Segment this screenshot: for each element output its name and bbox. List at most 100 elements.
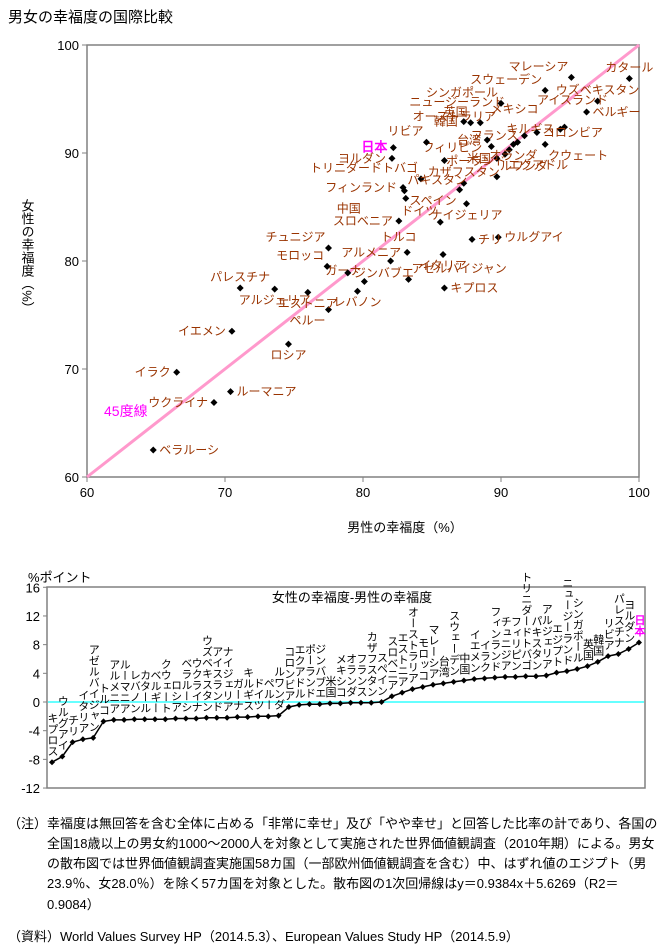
diff-point-label: アイスランド: [211, 646, 223, 712]
diff-point-label: キプロス: [46, 712, 58, 756]
note-row: （注） 幸福度は無回答を含む全体に占める「非常に幸せ」及び「やや幸せ」と回答した…: [8, 814, 664, 915]
source-line: （資料）World Values Survey HP（2014.5.3）、Eur…: [8, 928, 519, 944]
diff-point: [172, 715, 179, 722]
diff-point-label: ルワンダ: [273, 666, 286, 710]
scatter-point-label: ルーマニア: [237, 385, 297, 399]
scatter-point-label: スウェーデン: [470, 71, 542, 86]
diff-point-label: ルーマニア: [118, 659, 131, 714]
page-title: 男女の幸福度の国際比較: [8, 9, 174, 26]
scatter-point-label: パキスタン: [407, 173, 467, 187]
diff-point-label: マレーシア: [427, 624, 439, 679]
y-tick-label: -4: [28, 724, 40, 739]
scatter-point: [436, 218, 444, 226]
scatter-point: [583, 108, 591, 116]
diff-point: [574, 666, 581, 673]
diff-point: [224, 714, 231, 721]
y-tick-label: -8: [28, 752, 40, 767]
diff-point: [347, 699, 354, 706]
diff-point-label: ベラルーシ: [180, 657, 193, 712]
diff-point-label: ポーランド: [303, 643, 316, 698]
diff-point: [460, 677, 467, 684]
diff-point: [440, 680, 447, 687]
diff-point: [399, 689, 406, 696]
diff-point-label: エクアドル: [293, 644, 306, 699]
diff-point-label: スペイン: [376, 652, 389, 696]
diff-point: [553, 669, 560, 676]
diff-point: [543, 672, 550, 679]
scatter-point: [440, 157, 448, 165]
diff-point-label: 中国: [458, 652, 471, 675]
diff-point: [131, 716, 138, 723]
diff-point-label: イタリア: [77, 689, 89, 733]
y-tick-label: 16: [26, 580, 40, 595]
scatter-point-label: イタリア: [419, 259, 467, 273]
scatter-point-label: カタール: [605, 60, 653, 74]
diff-point-label: キルギス: [242, 667, 255, 711]
diff-chart-title: 女性の幸福度-男性の幸福度: [272, 590, 432, 605]
scatter-point-label: チュニジア: [265, 230, 325, 244]
diff-point: [182, 715, 189, 722]
diff-point: [337, 700, 344, 707]
scatter-point-label: 韓国: [434, 115, 458, 129]
diff-point-label: ベルギー: [149, 669, 162, 713]
scatter-point-label: ペルー: [289, 314, 325, 328]
diff-point: [368, 699, 375, 706]
scatter-point: [304, 288, 312, 296]
diff-point-label: 米国: [324, 675, 337, 698]
diff-point: [265, 713, 272, 720]
diff-point-label: イラク: [479, 639, 491, 672]
scatter-point: [389, 144, 397, 152]
diff-point-label: トリニダードトバゴ: [520, 571, 533, 670]
y-tick-label: 0: [33, 695, 40, 710]
scatter-point-label: ベルギー: [593, 105, 641, 119]
scatter-point-label: オランダ: [489, 147, 537, 162]
scatter-point: [483, 136, 491, 144]
scatter-point-label: エストニア: [278, 296, 338, 310]
diff-point: [162, 716, 169, 723]
scatter-point-label: ウクライナ: [148, 395, 208, 409]
scatter-point: [467, 119, 475, 127]
scatter-point-label: 台湾: [457, 132, 481, 147]
diff-point-label: メキシコ: [334, 653, 346, 697]
diff-point-label: ペルー: [262, 677, 275, 710]
scatter-point: [476, 119, 484, 127]
scatter-point-label: パレスチナ: [210, 270, 270, 284]
diff-point-label: パキスタン: [530, 615, 543, 670]
scatter-point: [417, 175, 425, 183]
scatter-point-label: キプロス: [450, 281, 498, 295]
diff-point: [121, 716, 128, 723]
scatter-point-label: ジンバブエ: [354, 265, 414, 280]
scatter-chart: 60 70 80 90 100 60 70 80 90 100 45度線 キプロス ウルグアイチリイタリ…: [20, 38, 654, 535]
x-tick-label: 80: [356, 485, 370, 500]
diff-point-label: シンガポール: [571, 597, 584, 663]
notes: （注） 幸福度は無回答を含む全体に占める「非常に幸せ」及び「やや幸せ」と回答した…: [8, 814, 664, 947]
diff-point: [79, 736, 86, 743]
diff-point-label: ウクライナ: [190, 657, 202, 712]
scatter-point-label: チリ: [478, 232, 502, 246]
diff-point-label: チリ: [67, 714, 79, 736]
scatter-point: [323, 262, 331, 270]
diff-point: [234, 714, 241, 721]
scatter-point: [271, 285, 279, 293]
diff-point: [357, 699, 364, 706]
scatter-point-label: フィリピン: [423, 141, 483, 155]
scatter-point: [402, 194, 410, 202]
scatter-point: [400, 187, 408, 195]
scatter-point: [149, 446, 157, 454]
diff-point: [203, 714, 210, 721]
diff-point: [141, 716, 148, 723]
diff-point-label: 台湾: [437, 654, 450, 678]
scatter-point: [405, 275, 413, 283]
scatter-point: [440, 284, 448, 292]
scatter-point-label: ニュージーランド: [409, 95, 505, 109]
scatter-point: [494, 233, 502, 241]
scatter-point: [505, 146, 513, 154]
scatter-point: [388, 154, 396, 162]
diff-point-label: チュニジア: [499, 616, 511, 671]
scatter-point-label: ウズベキスタン: [556, 82, 640, 97]
diff-point: [254, 713, 261, 720]
scatter-point-label: ポーランド: [446, 154, 506, 168]
diff-point: [296, 701, 303, 708]
diff-point-label: フランス: [355, 653, 367, 697]
x-tick-label: 60: [80, 485, 94, 500]
